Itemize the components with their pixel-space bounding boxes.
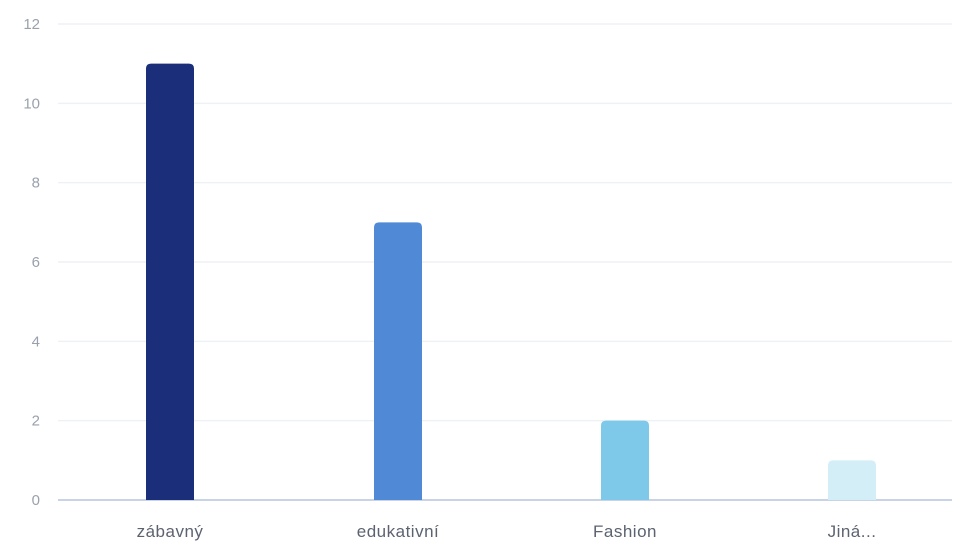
bar-2[interactable]: [374, 222, 422, 501]
y-tick-label: 12: [23, 16, 40, 33]
bar-4[interactable]: [828, 460, 876, 500]
x-axis-ticks: zábavný edukativní Fashion Jiná...: [137, 522, 877, 541]
y-tick-label: 4: [32, 333, 40, 350]
y-tick-label: 2: [32, 413, 40, 430]
y-tick-label: 6: [32, 254, 40, 271]
y-tick-label: 8: [32, 175, 40, 192]
x-tick-label: zábavný: [137, 522, 204, 541]
bar-3[interactable]: [601, 420, 649, 500]
y-tick-label: 10: [23, 95, 40, 112]
bar-1[interactable]: [146, 63, 194, 501]
x-tick-label: Jiná...: [828, 522, 877, 541]
y-axis-ticks: 0 2 4 6 8 10 12: [23, 16, 40, 509]
x-tick-label: edukativní: [357, 522, 440, 541]
x-tick-label: Fashion: [593, 522, 657, 541]
bars: [146, 63, 876, 501]
grid-lines: [58, 23, 952, 501]
y-tick-label: 0: [32, 492, 40, 509]
